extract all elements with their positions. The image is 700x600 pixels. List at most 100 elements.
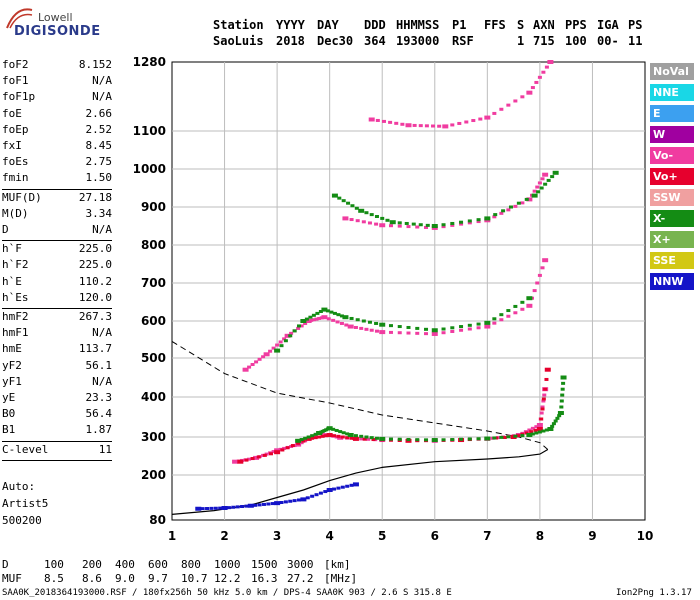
trace-point	[296, 441, 301, 445]
trace-point	[457, 121, 462, 125]
trace-point	[534, 431, 539, 435]
trace-point	[315, 311, 320, 315]
trace-point	[476, 437, 481, 441]
trace-point	[336, 434, 341, 438]
param-name: h`F2	[2, 258, 29, 272]
trace-point	[349, 483, 354, 487]
trace-point	[499, 318, 504, 322]
auto-label: Auto:	[2, 480, 36, 493]
header-value-pps: 100	[565, 34, 587, 48]
trace-point	[559, 399, 564, 403]
trace-point	[256, 455, 261, 459]
trace-point	[467, 323, 472, 327]
param-value: 267.3	[78, 310, 112, 323]
trace-point	[397, 224, 402, 228]
trace-point	[520, 95, 525, 99]
param-name: B0	[2, 407, 16, 421]
trace-point	[285, 446, 290, 450]
trace-point	[361, 319, 366, 323]
trace-point	[431, 224, 438, 228]
trace-point	[541, 399, 546, 403]
trace-point	[366, 437, 371, 441]
param-name: foF1p	[2, 90, 36, 104]
trace-point	[205, 507, 210, 510]
footer-muf-value: 27.2	[287, 572, 314, 585]
trace-point	[534, 425, 539, 429]
param-row: yF2 56.1	[2, 359, 112, 375]
trace-point	[400, 122, 405, 126]
trace-point	[406, 325, 411, 329]
header-value-ddd: 364	[364, 34, 386, 48]
param-row: foF1p N/A	[2, 90, 112, 106]
trace-point	[349, 218, 354, 222]
trace-point	[555, 416, 560, 420]
trace-point	[552, 170, 559, 175]
trace-point	[539, 186, 544, 190]
trace-point	[304, 317, 309, 321]
header-value-hhmmss: 193000	[396, 34, 440, 48]
trace-point	[388, 330, 393, 334]
trace-point	[424, 124, 429, 128]
trace-point	[546, 178, 551, 182]
trace-point	[374, 321, 379, 325]
trace-point	[295, 438, 302, 443]
trace-point	[424, 438, 429, 442]
trace-point	[411, 222, 416, 226]
trace-point	[547, 427, 554, 431]
trace-point	[450, 223, 455, 227]
footer-d-value: 1000	[214, 558, 241, 571]
trace-point	[526, 303, 533, 308]
trace-point	[550, 424, 555, 428]
trace-point	[368, 117, 375, 122]
trace-point	[283, 500, 288, 504]
trace-point	[313, 432, 318, 436]
trace-point	[415, 225, 420, 229]
trace-point	[540, 405, 545, 409]
trace-point	[424, 332, 429, 336]
footer-d-value: 800	[181, 558, 201, 571]
trace-point	[231, 505, 236, 509]
footer-d-value: 200	[82, 558, 102, 571]
x-tick-label: 7	[483, 529, 491, 543]
y-tick-label: 200	[141, 468, 166, 482]
trace-point	[557, 414, 562, 418]
topside-profile-line	[171, 340, 549, 450]
trace-point	[530, 86, 535, 90]
trace-point	[280, 448, 285, 452]
trace-point	[539, 411, 544, 415]
trace-point	[424, 225, 429, 229]
trace-point	[218, 506, 223, 510]
trace-point	[342, 315, 349, 320]
param-value: 23.3	[85, 391, 113, 404]
legend-item: SSW	[650, 189, 694, 206]
trace-point	[240, 505, 245, 508]
trace-point	[237, 459, 244, 464]
legend-item: NNE	[650, 84, 694, 101]
trace-point	[524, 197, 529, 201]
param-row: hmF2 267.3	[2, 310, 112, 326]
trace-point	[385, 218, 390, 222]
trace-point	[374, 222, 379, 226]
trace-point	[369, 436, 374, 440]
trace-point	[345, 432, 350, 436]
trace-point	[450, 438, 455, 442]
trace-point	[526, 296, 533, 301]
trace-point	[359, 326, 364, 330]
trace-point	[418, 124, 423, 128]
header-value-axn: 715	[533, 34, 555, 48]
trace-point	[532, 289, 537, 293]
trace-point	[431, 438, 438, 443]
trace-point	[261, 502, 266, 506]
y-tick-label: 600	[141, 314, 166, 328]
trace-point	[526, 90, 533, 95]
trace-point	[484, 436, 491, 441]
param-name: B1	[2, 423, 16, 437]
trace-point	[364, 435, 369, 439]
trace-point	[353, 434, 358, 438]
param-name: C-level	[2, 442, 49, 456]
footer-muf-unit: [MHz]	[324, 572, 358, 585]
param-row: fmin 1.50	[2, 171, 112, 187]
trace-point	[459, 437, 464, 441]
trace-point	[290, 444, 295, 448]
trace-point	[355, 219, 360, 223]
